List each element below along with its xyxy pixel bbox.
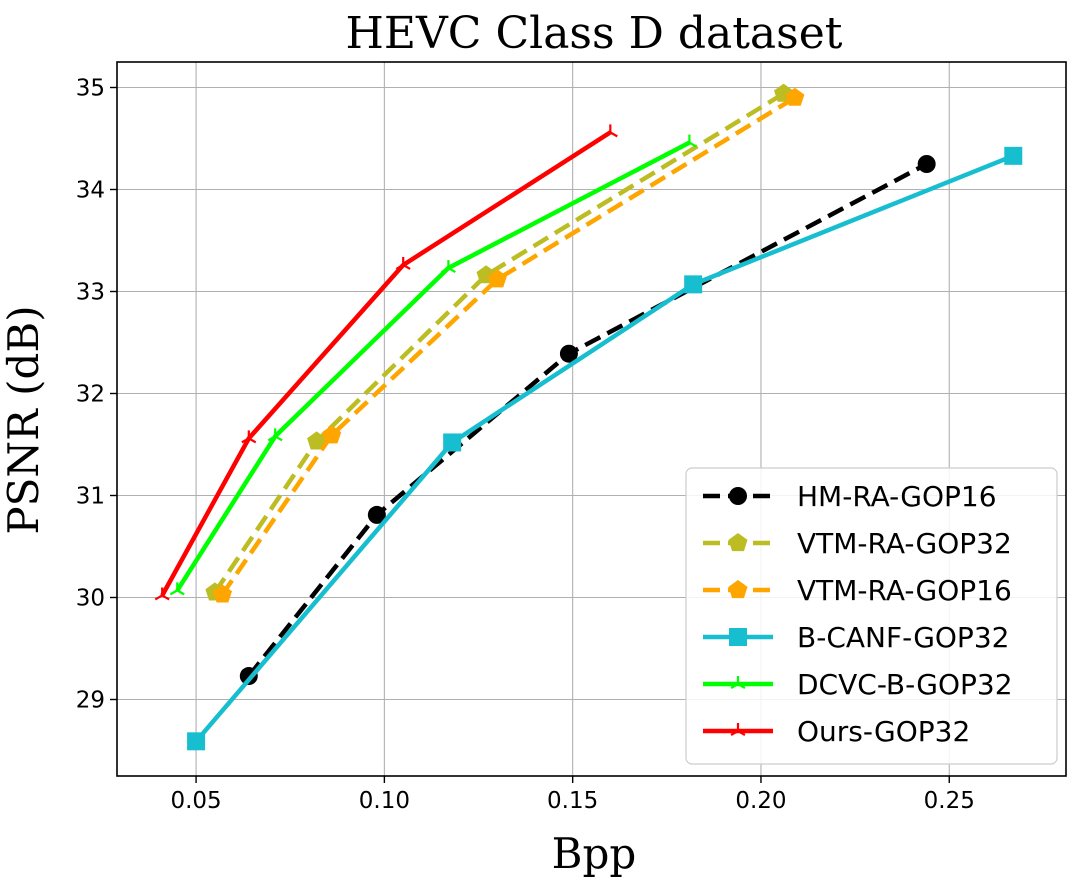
data-point-ours-gop32 (395, 256, 411, 270)
y-tick-label: 34 (76, 178, 105, 204)
legend-label-ours-gop32: Ours-GOP32 (797, 715, 970, 748)
tri-marker-arm (169, 589, 178, 596)
legend-marker-ours-gop32 (730, 723, 746, 736)
x-tick-label: 0.05 (170, 788, 221, 814)
data-point-hm-ra-gop16 (559, 344, 578, 363)
legend-label-b-canf-gop32: B-CANF-GOP32 (797, 621, 1009, 654)
tri-marker-arm (609, 131, 618, 138)
series-line-hm-ra-gop16 (247, 162, 928, 678)
data-point-b-canf-gop32 (443, 433, 462, 452)
series-line-b-canf-gop32 (194, 153, 1015, 743)
legend-marker-b-canf-gop32 (729, 628, 747, 646)
tri-marker-arm (730, 683, 739, 689)
series-line-vtm-ra-gop16 (220, 95, 797, 596)
axis-ticks: 0.05 0.10 0.15 0.20 0.25 29 30 31 32 33 34 35 (76, 76, 975, 815)
x-tick-label: 0.15 (547, 788, 598, 814)
legend: HM-RA-GOP16 VTM-RA-GOP32 VTM-RA-GOP16 B-CAN… (685, 467, 1058, 765)
x-axis-label: Bpp (552, 829, 637, 878)
y-tick-label: 32 (76, 382, 105, 408)
data-point-ours-gop32 (154, 587, 170, 601)
legend-marker-vtm-ra-gop16 (728, 580, 748, 599)
tri-marker-arm (730, 730, 739, 736)
data-point-b-canf-gop32 (1004, 146, 1023, 165)
y-tick-label: 29 (76, 688, 105, 714)
tri-marker-arm (688, 141, 697, 148)
data-point-hm-ra-gop16 (917, 155, 936, 173)
series-layer (154, 83, 1023, 751)
data-point-vtm-ra-gop16 (322, 425, 342, 444)
data-point-vtm-ra-gop16 (487, 269, 507, 288)
tri-marker-arm (402, 264, 411, 270)
data-point-dcvc-b-gop32 (169, 582, 185, 596)
tri-marker-arm (681, 141, 690, 148)
y-tick-label: 31 (76, 484, 105, 510)
chart-title: HEVC Class D dataset (346, 8, 843, 59)
tri-marker-arm (274, 435, 283, 442)
data-point-dcvc-b-gop32 (681, 134, 697, 148)
data-point-dcvc-b-gop32 (440, 260, 456, 273)
plot-frame (116, 61, 1067, 777)
tri-marker-arm (440, 267, 449, 273)
x-tick-label: 0.25 (924, 788, 975, 814)
grid-lines (117, 62, 1066, 776)
y-tick-label: 30 (76, 586, 105, 612)
data-point-ours-gop32 (241, 430, 257, 444)
data-point-b-canf-gop32 (684, 275, 703, 294)
tri-marker-arm (248, 437, 257, 444)
y-tick-label: 33 (76, 280, 105, 306)
tri-marker-arm (241, 437, 250, 444)
legend-marker-dcvc-b-gop32 (730, 676, 746, 689)
legend-label-hm-ra-gop16: HM-RA-GOP16 (797, 480, 997, 513)
series-line-ours-gop32 (160, 130, 612, 597)
x-tick-label: 0.10 (359, 788, 410, 814)
series-line-dcvc-b-gop32 (175, 140, 691, 592)
legend-marker-hm-ra-gop16 (729, 487, 747, 505)
y-tick-label: 35 (76, 76, 105, 102)
tri-marker-arm (602, 131, 611, 138)
legend-marker-vtm-ra-gop32 (728, 533, 748, 552)
x-tick-label: 0.20 (735, 788, 786, 814)
data-point-vtm-ra-gop16 (785, 87, 805, 106)
data-point-vtm-ra-gop32 (307, 431, 327, 450)
tri-marker-arm (447, 267, 456, 273)
series-line-vtm-ra-gop32 (213, 91, 785, 594)
data-point-b-canf-gop32 (187, 732, 206, 751)
legend-label-dcvc-b-gop32: DCVC-B-GOP32 (797, 668, 1013, 701)
data-point-vtm-ra-gop16 (212, 584, 232, 603)
legend-label-vtm-ra-gop32: VTM-RA-GOP32 (797, 527, 1012, 560)
tri-marker-arm (395, 264, 404, 270)
tri-marker-arm (737, 730, 746, 736)
legend-label-vtm-ra-gop16: VTM-RA-GOP16 (797, 574, 1012, 607)
tri-marker-arm (737, 683, 746, 689)
legend-box (685, 467, 1058, 765)
y-axis-label: PSNR (dB) (0, 305, 48, 534)
data-point-hm-ra-gop16 (367, 505, 386, 524)
tri-marker-arm (161, 594, 170, 601)
data-point-ours-gop32 (602, 124, 618, 138)
tri-marker-arm (176, 589, 185, 596)
data-point-dcvc-b-gop32 (267, 428, 283, 442)
tri-marker-arm (154, 594, 163, 601)
tri-marker-arm (267, 435, 276, 442)
